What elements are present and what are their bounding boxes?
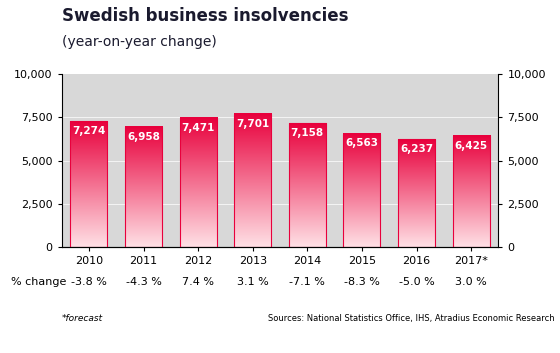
Text: 6,958: 6,958 (127, 132, 160, 142)
Bar (398, 139, 435, 247)
Text: -7.1 %: -7.1 % (290, 277, 325, 287)
Text: -5.0 %: -5.0 % (399, 277, 435, 287)
Text: Swedish business insolvencies: Swedish business insolvencies (62, 7, 348, 25)
Bar (125, 127, 162, 247)
Text: Sources: National Statistics Office, IHS, Atradius Economic Research: Sources: National Statistics Office, IHS… (268, 314, 554, 323)
Text: 6,237: 6,237 (400, 144, 433, 154)
Text: -4.3 %: -4.3 % (125, 277, 161, 287)
Text: 7,158: 7,158 (291, 128, 324, 138)
Bar (289, 123, 326, 247)
Text: 7,274: 7,274 (72, 126, 106, 136)
Text: 7,701: 7,701 (236, 119, 269, 129)
Bar (180, 118, 217, 247)
Text: 6,425: 6,425 (455, 141, 488, 151)
Text: -8.3 %: -8.3 % (344, 277, 380, 287)
Text: 6,563: 6,563 (346, 138, 379, 148)
Text: (year-on-year change): (year-on-year change) (62, 35, 216, 49)
Bar (452, 136, 489, 247)
Text: 7,471: 7,471 (181, 123, 215, 133)
Text: % change: % change (11, 277, 67, 287)
Bar (234, 114, 271, 247)
Text: 3.0 %: 3.0 % (455, 277, 487, 287)
Bar (71, 121, 108, 247)
Text: *forecast: *forecast (62, 314, 102, 323)
Text: 7.4 %: 7.4 % (182, 277, 214, 287)
Text: 3.1 %: 3.1 % (237, 277, 269, 287)
Text: -3.8 %: -3.8 % (71, 277, 107, 287)
Bar (343, 133, 380, 247)
